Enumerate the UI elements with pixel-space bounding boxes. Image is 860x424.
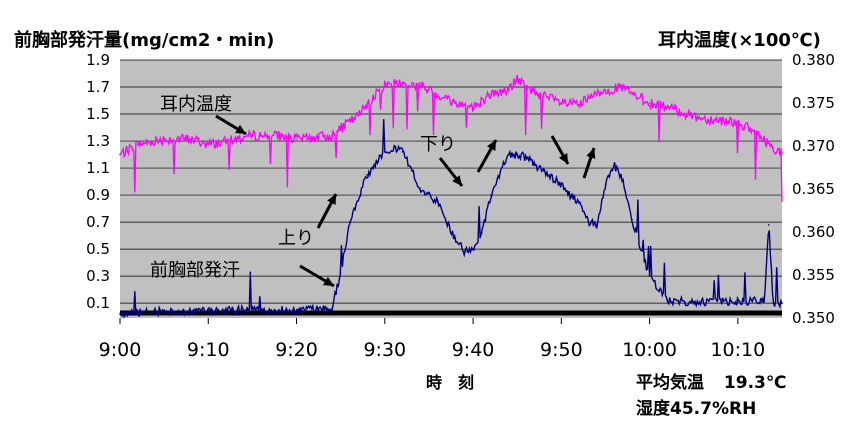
annotation-arrowhead	[327, 194, 336, 205]
annotation-rise: 上り	[278, 228, 314, 249]
avg-temp-label: 平均気温	[636, 373, 704, 393]
x-tick-label: 9:40	[452, 339, 495, 361]
data-point	[767, 223, 770, 226]
x-tick-label: 10:10	[710, 339, 765, 361]
y-left-tick-label: 1.1	[86, 159, 110, 177]
y-left-tick-label: 1.9	[86, 51, 110, 69]
annotation-arrowhead	[323, 276, 334, 286]
annotation-arrowhead	[486, 140, 496, 151]
y-left-tick-label: 0.7	[86, 213, 110, 231]
x-axis-title: 時 刻	[426, 373, 474, 392]
y-left-tick-label: 0.9	[86, 186, 110, 204]
y-left-tick-label: 0.1	[86, 294, 110, 312]
y-right-tick-label: 0.355	[792, 266, 835, 284]
series-line-ear-temp	[119, 74, 783, 202]
annotation-fall: 下り	[420, 134, 456, 155]
y-right-tick-label: 0.350	[792, 309, 835, 327]
x-tick-label: 9:10	[187, 339, 230, 361]
annotation-arrowhead	[452, 175, 462, 186]
y-right-tick-label: 0.360	[792, 223, 835, 241]
data-point	[366, 174, 368, 176]
annotation-arrowhead	[235, 124, 246, 134]
x-tick-label: 10:00	[622, 339, 677, 361]
avg-temp-value: 19.3℃	[723, 373, 787, 393]
y-left-tick-label: 0.5	[86, 240, 110, 258]
data-point	[436, 93, 439, 96]
y-left-tick-label: 1.7	[86, 78, 110, 96]
annotation-arrowhead	[558, 153, 568, 164]
y-left-tick-label: 1.3	[86, 132, 110, 150]
x-tick-label: 9:50	[540, 339, 583, 361]
humidity-label: 湿度45.7%RH	[636, 399, 757, 419]
annotation-sweat: 前胸部発汗	[150, 260, 240, 281]
data-point	[648, 102, 651, 104]
right-axis-title: 耳内温度(×100℃)	[658, 30, 821, 51]
left-axis-title: 前胸部発汗量(mg/cm2・min)	[14, 30, 275, 51]
data-point	[631, 93, 633, 96]
x-tick-label: 9:20	[275, 339, 318, 361]
y-right-tick-label: 0.370	[792, 137, 835, 155]
y-right-tick-label: 0.365	[792, 180, 835, 198]
y-right-tick-label: 0.380	[792, 51, 835, 69]
y-left-tick-label: 1.5	[86, 105, 110, 123]
x-tick-label: 9:30	[363, 339, 406, 361]
y-right-tick-label: 0.375	[792, 94, 835, 112]
avg-temp-row: 平均気温 19.3℃	[636, 368, 786, 393]
y-left-tick-label: 0.3	[86, 267, 110, 285]
annotation-arrowhead	[586, 148, 596, 159]
series-line-sweat	[119, 119, 783, 319]
data-point	[295, 138, 298, 140]
data-point	[419, 85, 421, 87]
annotation-ear-temp: 耳内温度	[160, 94, 232, 115]
x-tick-label: 9:00	[99, 339, 142, 361]
